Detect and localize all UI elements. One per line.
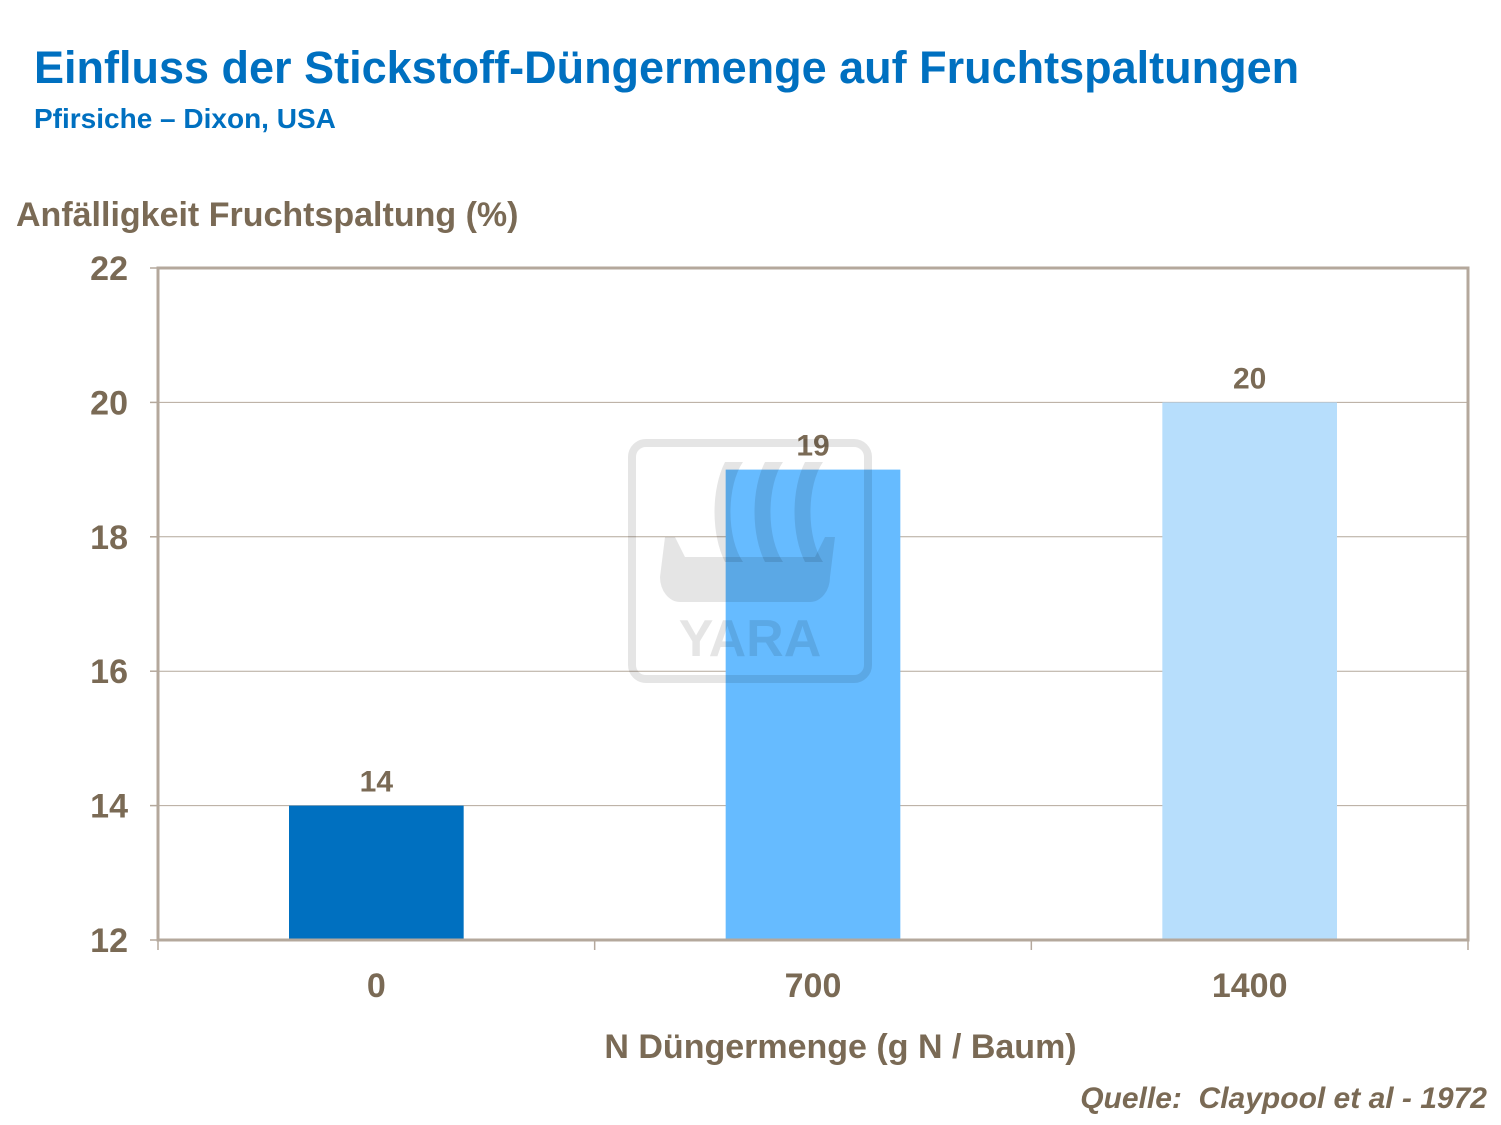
bar-0 <box>289 805 464 940</box>
x-tick-label: 1400 <box>1212 967 1288 1005</box>
plot-frame <box>156 266 1470 942</box>
watermark-text: YARA <box>679 610 822 668</box>
data-label: 20 <box>1233 362 1266 395</box>
bar-700 <box>725 469 901 940</box>
bar-1400 <box>1162 402 1337 940</box>
y-tick-label: 16 <box>90 653 128 691</box>
chart-title: Einfluss der Stickstoff-Düngermenge auf … <box>34 42 1300 93</box>
data-label: 14 <box>360 766 394 799</box>
x-tick-label: 700 <box>785 967 842 1005</box>
x-tick-label: 0 <box>367 967 386 1005</box>
chart-subtitle: Pfirsiche – Dixon, USA <box>34 103 336 134</box>
y-tick-label: 14 <box>90 788 128 826</box>
y-tick-label: 12 <box>90 922 128 960</box>
source-note: Quelle: Claypool et al - 1972 <box>1080 1082 1487 1115</box>
y-axis-label: Anfälligkeit Fruchtspaltung (%) <box>16 196 519 234</box>
y-tick-label: 18 <box>90 519 128 557</box>
data-label: 19 <box>796 430 829 463</box>
y-tick-label: 22 <box>90 250 128 288</box>
axes: 12 14 16 18 20 22 0 700 1400 <box>90 250 1469 1005</box>
yara-logo-watermark: YARA <box>628 439 872 683</box>
y-tick-label: 20 <box>90 384 128 422</box>
bars: 14 19 20 <box>289 362 1337 940</box>
x-axis-label: N Düngermenge (g N / Baum) <box>604 1028 1077 1066</box>
